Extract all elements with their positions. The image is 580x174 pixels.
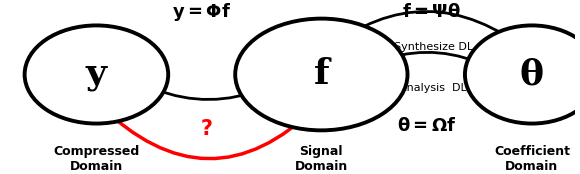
Text: f: f: [314, 57, 329, 92]
Ellipse shape: [235, 19, 408, 130]
Text: $\mathbf{\theta = \Omega f}$: $\mathbf{\theta = \Omega f}$: [397, 117, 456, 135]
Text: Signal
Domain: Signal Domain: [295, 145, 348, 173]
Text: Synthesize DL: Synthesize DL: [394, 42, 473, 52]
Text: ?: ?: [201, 119, 212, 139]
Text: $\mathbf{y = \Phi f}$: $\mathbf{y = \Phi f}$: [172, 1, 231, 23]
Ellipse shape: [465, 25, 580, 124]
Text: Compressed
Domain: Compressed Domain: [53, 145, 140, 173]
Text: Coefficient
Domain: Coefficient Domain: [494, 145, 570, 173]
Text: $\mathbf{f = \Psi\theta}$: $\mathbf{f = \Psi\theta}$: [402, 3, 461, 21]
Ellipse shape: [24, 25, 168, 124]
Text: Analysis  DL: Analysis DL: [400, 83, 467, 93]
Text: y: y: [86, 57, 107, 92]
Text: θ: θ: [520, 57, 544, 92]
